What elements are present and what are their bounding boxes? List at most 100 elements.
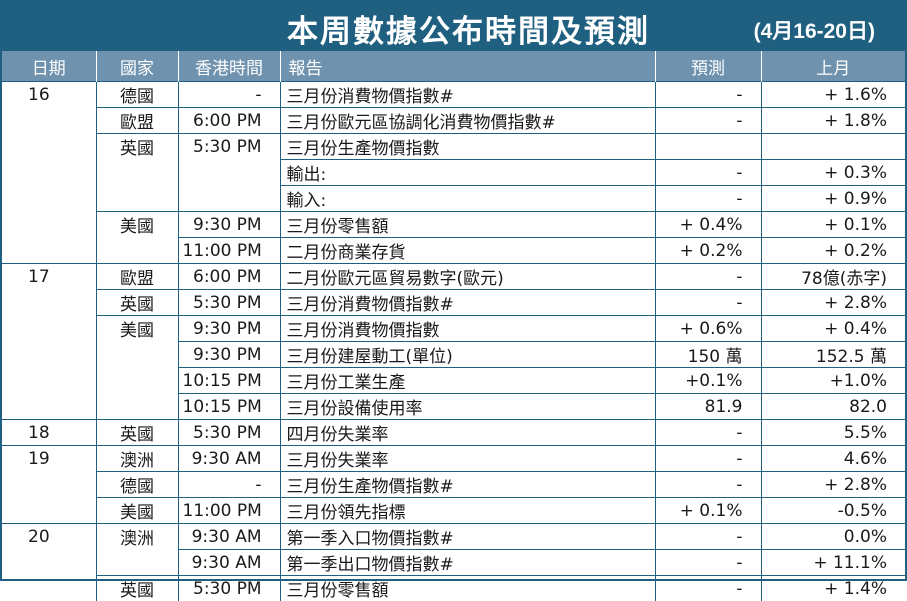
cell-country: 澳洲: [96, 446, 178, 472]
cell-report: 第一季入口物價指數#: [280, 524, 655, 550]
cell-forecast: -: [655, 446, 761, 472]
cell-last-month: + 0.3%: [761, 160, 905, 186]
cell-last-month: 4.6%: [761, 446, 905, 472]
date-range: (4月16-20日): [754, 15, 875, 45]
cell-last-month: + 11.1%: [761, 550, 905, 576]
header-date: 日期: [2, 51, 96, 82]
cell-date: [2, 316, 96, 342]
cell-last-month: + 1.6%: [761, 82, 905, 108]
cell-report: 三月份生產物價指數#: [280, 472, 655, 498]
cell-forecast: -: [655, 82, 761, 108]
cell-country: [96, 238, 178, 264]
cell-forecast: -: [655, 420, 761, 446]
cell-report: 二月份商業存貨: [280, 238, 655, 264]
cell-last-month: 152.5 萬: [761, 342, 905, 368]
cell-forecast: -: [655, 160, 761, 186]
cell-last-month: 0.0%: [761, 524, 905, 550]
cell-country: 德國: [96, 82, 178, 108]
cell-country: 英國: [96, 420, 178, 446]
cell-hk-time: 11:00 PM: [178, 498, 280, 524]
table-row: 輸出:-+ 0.3%: [2, 160, 905, 186]
cell-date: 20: [2, 524, 96, 550]
cell-hk-time: 10:15 PM: [178, 368, 280, 394]
cell-date: [2, 550, 96, 576]
cell-forecast: + 0.4%: [655, 212, 761, 238]
table-row: 德國-三月份生產物價指數#-+ 2.8%: [2, 472, 905, 498]
cell-hk-time: 9:30 PM: [178, 342, 280, 368]
cell-last-month: + 0.4%: [761, 316, 905, 342]
cell-date: [2, 576, 96, 601]
cell-date: [2, 394, 96, 420]
cell-country: 英國: [96, 576, 178, 601]
cell-hk-time: 9:30 AM: [178, 524, 280, 550]
cell-forecast: -: [655, 472, 761, 498]
cell-country: 歐盟: [96, 264, 178, 290]
cell-hk-time: 9:30 AM: [178, 550, 280, 576]
cell-date: 18: [2, 420, 96, 446]
cell-forecast: 81.9: [655, 394, 761, 420]
cell-hk-time: 6:00 PM: [178, 108, 280, 134]
cell-country: [96, 368, 178, 394]
cell-hk-time: 9:30 PM: [178, 316, 280, 342]
cell-report: 三月份設備使用率: [280, 394, 655, 420]
cell-date: [2, 108, 96, 134]
cell-report: 三月份領先指標: [280, 498, 655, 524]
cell-hk-time: 5:30 PM: [178, 420, 280, 446]
cell-date: [2, 342, 96, 368]
cell-hk-time: [178, 160, 280, 186]
cell-country: 美國: [96, 498, 178, 524]
header-report: 報告: [280, 51, 655, 82]
cell-report: 第一季出口物價指數#: [280, 550, 655, 576]
cell-country: 英國: [96, 134, 178, 160]
cell-forecast: -: [655, 290, 761, 316]
cell-date: [2, 186, 96, 212]
cell-report: 輸入:: [280, 186, 655, 212]
cell-forecast: -: [655, 264, 761, 290]
cell-report: 三月份零售額: [280, 212, 655, 238]
cell-hk-time: 9:30 PM: [178, 212, 280, 238]
header-forecast: 預測: [655, 51, 761, 82]
cell-forecast: + 0.1%: [655, 498, 761, 524]
cell-report: 輸出:: [280, 160, 655, 186]
cell-last-month: + 2.8%: [761, 472, 905, 498]
cell-hk-time: 5:30 PM: [178, 134, 280, 160]
cell-report: 四月份失業率: [280, 420, 655, 446]
cell-last-month: 5.5%: [761, 420, 905, 446]
cell-country: 德國: [96, 472, 178, 498]
cell-last-month: -0.5%: [761, 498, 905, 524]
table-header-row: 日期 國家 香港時間 報告 預測 上月: [2, 51, 905, 82]
cell-report: 三月份失業率: [280, 446, 655, 472]
cell-last-month: +1.0%: [761, 368, 905, 394]
cell-last-month: 78億(赤字): [761, 264, 905, 290]
cell-forecast: -: [655, 524, 761, 550]
cell-report: 三月份消費物價指數: [280, 316, 655, 342]
cell-report: 三月份零售額: [280, 576, 655, 601]
cell-hk-time: -: [178, 472, 280, 498]
cell-date: [2, 238, 96, 264]
cell-forecast: + 0.6%: [655, 316, 761, 342]
cell-forecast: -: [655, 108, 761, 134]
cell-forecast: -: [655, 550, 761, 576]
cell-hk-time: 11:00 PM: [178, 238, 280, 264]
cell-country: 澳洲: [96, 524, 178, 550]
cell-report: 三月份建屋動工(單位): [280, 342, 655, 368]
cell-date: [2, 472, 96, 498]
cell-forecast: [655, 134, 761, 160]
cell-report: 二月份歐元區貿易數字(歐元): [280, 264, 655, 290]
cell-report: 三月份工業生產: [280, 368, 655, 394]
cell-last-month: + 1.8%: [761, 108, 905, 134]
